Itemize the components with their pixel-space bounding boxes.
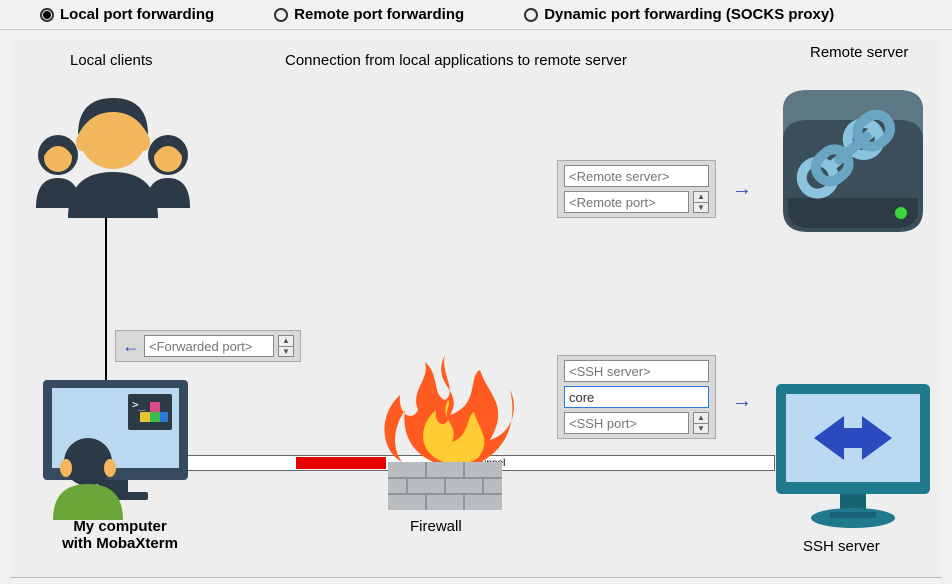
radio-icon bbox=[274, 8, 288, 22]
svg-text:>_: >_ bbox=[132, 398, 146, 411]
label-remote-server: Remote server bbox=[810, 44, 908, 61]
radio-label: Dynamic port forwarding (SOCKS proxy) bbox=[544, 6, 834, 23]
radio-remote-port-forwarding[interactable]: Remote port forwarding bbox=[274, 6, 464, 23]
radio-local-port-forwarding[interactable]: Local port forwarding bbox=[40, 6, 214, 23]
forwarding-mode-radios: Local port forwarding Remote port forwar… bbox=[0, 0, 952, 30]
radio-label: Local port forwarding bbox=[60, 6, 214, 23]
ssh-port-stepper[interactable]: ▲▼ bbox=[693, 412, 709, 434]
ssh-port-input[interactable] bbox=[564, 412, 689, 434]
radio-dynamic-port-forwarding[interactable]: Dynamic port forwarding (SOCKS proxy) bbox=[524, 6, 834, 23]
radio-icon bbox=[40, 8, 54, 22]
diagram-canvas: Local clients Connection from local appl… bbox=[10, 40, 942, 578]
radio-icon bbox=[524, 8, 538, 22]
remote-port-input[interactable] bbox=[564, 191, 689, 213]
remote-port-stepper[interactable]: ▲▼ bbox=[693, 191, 709, 213]
forwarded-port-stepper[interactable]: ▲▼ bbox=[278, 335, 294, 357]
ssh-server-input[interactable] bbox=[564, 360, 709, 382]
local-clients-icon bbox=[28, 80, 198, 220]
firewall-icon bbox=[370, 350, 520, 515]
forwarded-port-group: ← ▲▼ bbox=[115, 330, 301, 362]
forwarded-port-input[interactable] bbox=[144, 335, 274, 357]
arrow-right-icon: → bbox=[732, 390, 752, 413]
arrow-left-icon: ← bbox=[122, 336, 140, 357]
my-computer-icon: >_ bbox=[28, 372, 198, 522]
label-firewall: Firewall bbox=[410, 518, 462, 535]
label-subtitle: Connection from local applications to re… bbox=[285, 52, 627, 69]
radio-label: Remote port forwarding bbox=[294, 6, 464, 23]
arrow-right-icon: → bbox=[732, 178, 752, 201]
connection-line bbox=[105, 215, 107, 380]
label-my-computer: My computer with MobaXterm bbox=[50, 518, 190, 552]
remote-server-icon bbox=[773, 70, 933, 240]
label-local-clients: Local clients bbox=[70, 52, 153, 69]
remote-target-group: ▲▼ bbox=[557, 160, 716, 218]
remote-server-input[interactable] bbox=[564, 165, 709, 187]
ssh-connection-group: ▲▼ bbox=[557, 355, 716, 439]
ssh-user-input[interactable] bbox=[564, 386, 709, 408]
ssh-server-icon bbox=[768, 376, 938, 541]
